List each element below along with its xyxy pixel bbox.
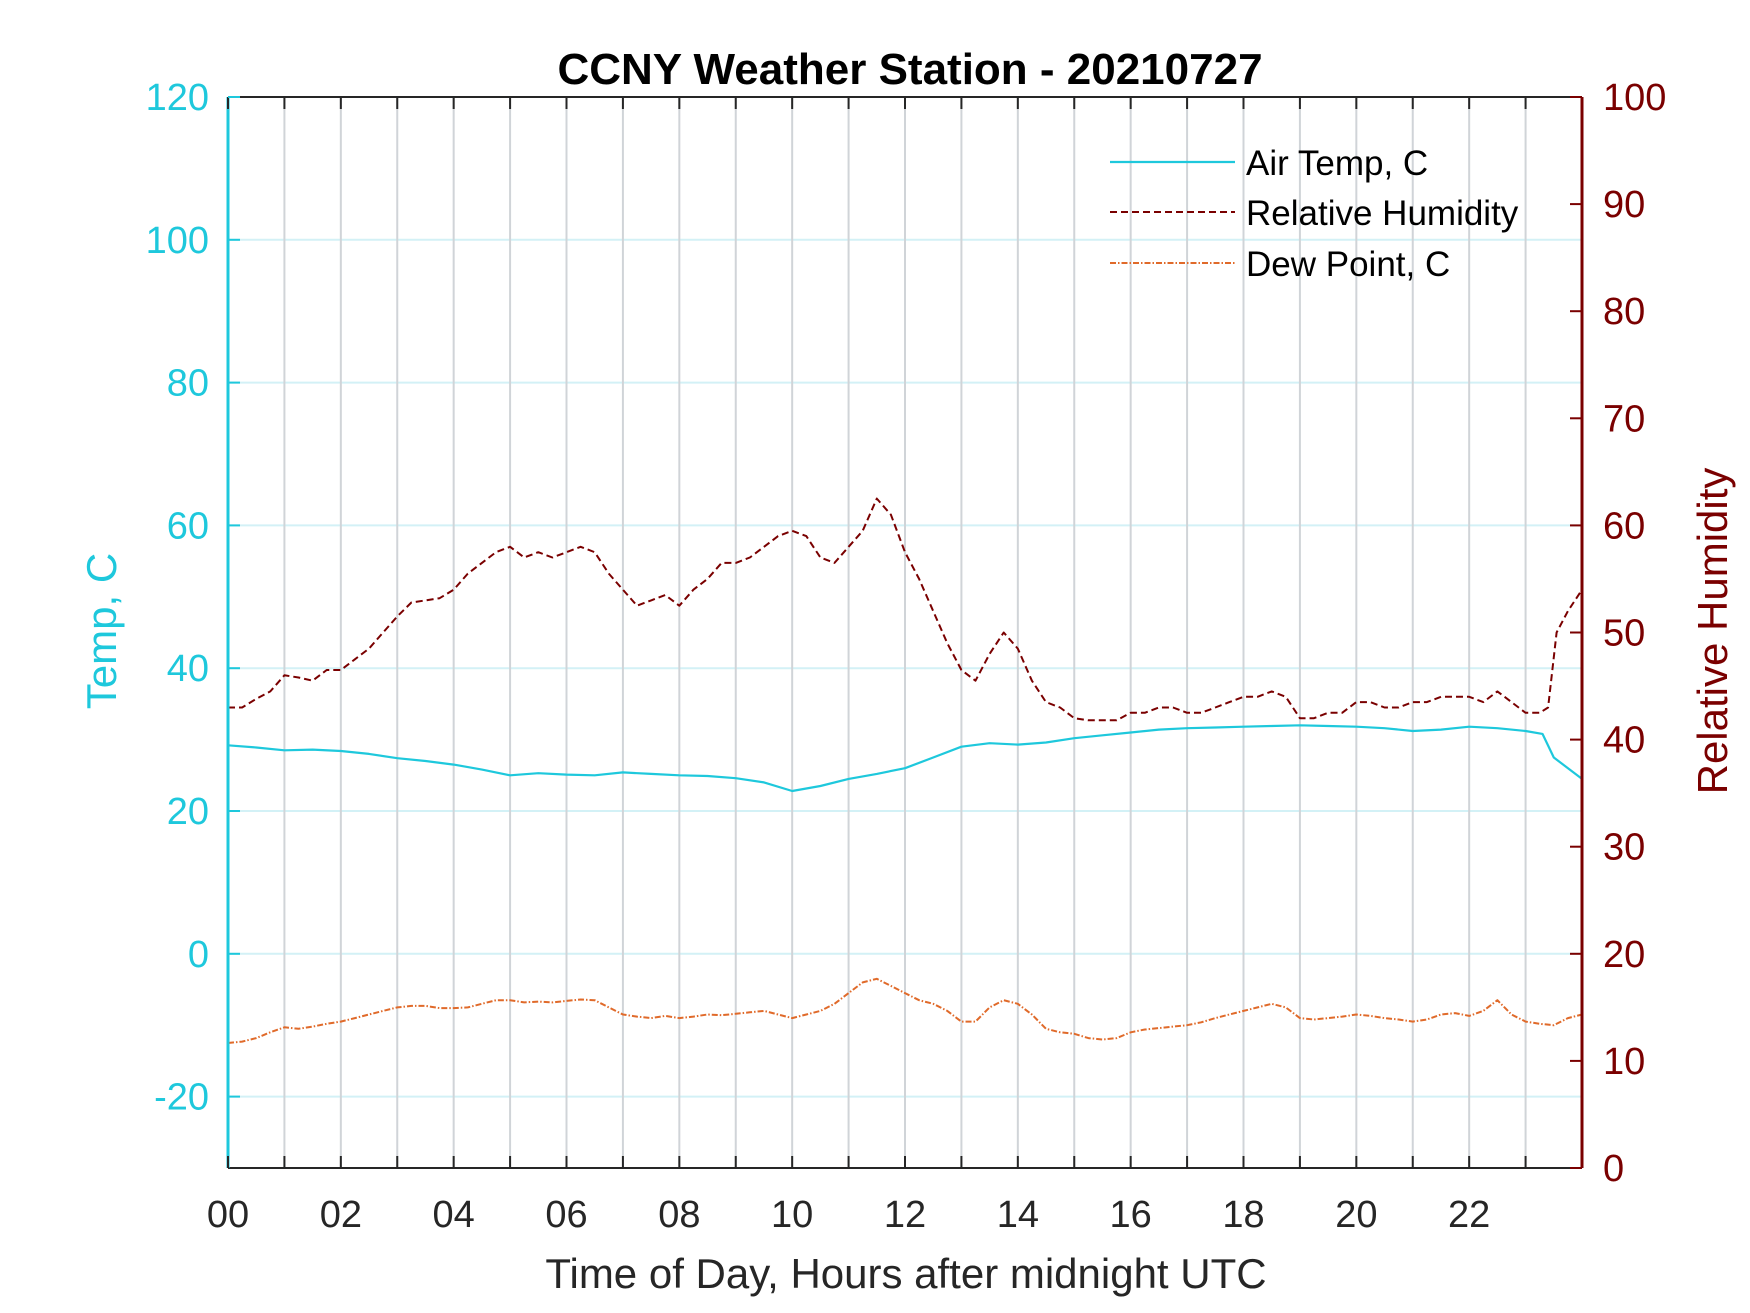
left-tick-label-80: 80: [167, 363, 209, 405]
left-axis-label: Temp, C: [78, 553, 125, 709]
legend-label-relative-humidity: Relative Humidity: [1246, 194, 1519, 233]
left-tick-label-60: 60: [167, 505, 209, 547]
right-tick-label-60: 60: [1603, 505, 1645, 547]
right-tick-label-100: 100: [1603, 77, 1666, 119]
x-tick-label-04: 04: [433, 1194, 475, 1236]
x-tick-label-16: 16: [1110, 1194, 1152, 1236]
series-layer: [227, 497, 1583, 1044]
x-tick-label-10: 10: [771, 1194, 813, 1236]
right-tick-label-30: 30: [1603, 827, 1645, 869]
x-tick-label-18: 18: [1222, 1194, 1264, 1236]
x-tick-label-22: 22: [1448, 1194, 1490, 1236]
chart-title: CCNY Weather Station - 20210727: [557, 45, 1262, 94]
x-axis-label: Time of Day, Hours after midnight UTC: [545, 1250, 1266, 1297]
vertical-gridlines: [283, 97, 1527, 1168]
left-tick-label-120: 120: [146, 77, 209, 119]
x-tick-label-00: 00: [207, 1194, 249, 1236]
x-tick-label-14: 14: [997, 1194, 1039, 1236]
x-tick-label-08: 08: [658, 1194, 700, 1236]
series-line-air-temp: [227, 724, 1583, 793]
left-tick-label-100: 100: [146, 220, 209, 262]
right-axis-ticks: 0 10 20 30 40 50 60 70 80 90 100: [1570, 77, 1666, 1190]
right-tick-label-40: 40: [1603, 720, 1645, 762]
right-tick-label-50: 50: [1603, 613, 1645, 655]
right-tick-label-0: 0: [1603, 1148, 1624, 1190]
x-tick-label-12: 12: [884, 1194, 926, 1236]
legend-label-air-temp: Air Temp, C: [1246, 144, 1428, 183]
series-line-dew-point: [227, 977, 1583, 1044]
left-tick-label-40: 40: [167, 648, 209, 690]
right-tick-label-10: 10: [1603, 1041, 1645, 1083]
right-axis-label: Relative Humidity: [1689, 468, 1736, 795]
left-tick-label--20: -20: [154, 1077, 209, 1119]
legend-label-dew-point: Dew Point, C: [1246, 245, 1450, 284]
x-axis-ticks: 00 02 04 06 08 10 12 14 16 18 20 22: [207, 97, 1527, 1236]
left-tick-label-20: 20: [167, 791, 209, 833]
legend: Air Temp, C Relative Humidity Dew Point,…: [1110, 144, 1519, 284]
series-line-relative-humidity: [228, 497, 1583, 722]
right-tick-label-70: 70: [1603, 398, 1645, 440]
x-tick-label-02: 02: [320, 1194, 362, 1236]
right-tick-label-90: 90: [1603, 184, 1645, 226]
right-tick-label-80: 80: [1603, 291, 1645, 333]
x-tick-label-20: 20: [1335, 1194, 1377, 1236]
left-tick-label-0: 0: [188, 934, 209, 976]
x-tick-label-06: 06: [545, 1194, 587, 1236]
left-axis-ticks: -20 0 20 40 60 80 100 120: [146, 77, 240, 1119]
right-tick-label-20: 20: [1603, 934, 1645, 976]
